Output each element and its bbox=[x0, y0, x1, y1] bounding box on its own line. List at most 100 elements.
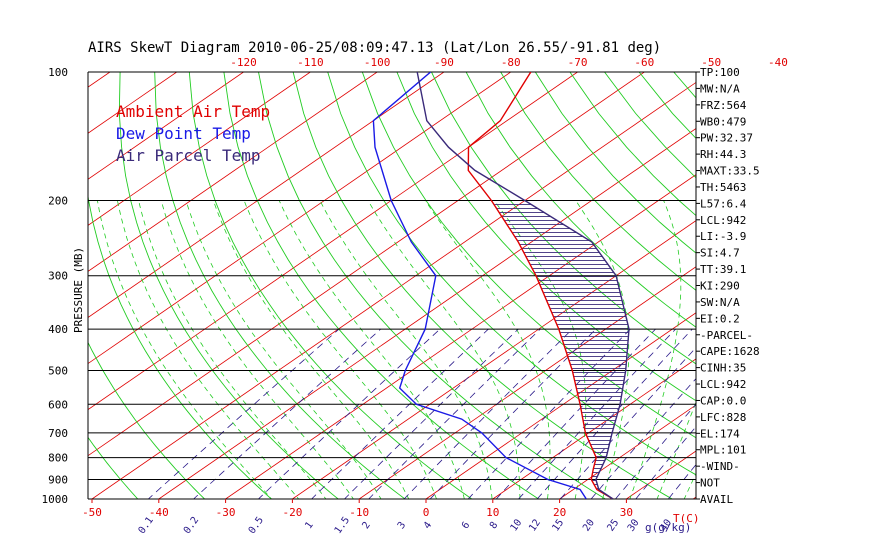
mixing-ratio-tick-label: 30 bbox=[626, 517, 642, 533]
mixing-ratio-tick-label: 3 bbox=[396, 520, 408, 531]
index-label: L57:6.4 bbox=[700, 197, 747, 210]
mixing-ratio-line bbox=[495, 328, 656, 499]
mixing-ratio-line bbox=[257, 328, 441, 499]
sounding-profiles bbox=[372, 72, 630, 499]
stability-indices-panel: TP:100 MW:N/A FRZ:564 WB0:479 PW:32.37 RH:44.… bbox=[696, 66, 760, 506]
dry-adiabat-line bbox=[396, 72, 696, 402]
isotherm-line bbox=[827, 72, 870, 499]
moist-adiabat-line bbox=[425, 200, 551, 499]
moist-adiabat-line bbox=[160, 200, 354, 499]
isotherm-line bbox=[88, 72, 645, 457]
temperature-tick-label: -20 bbox=[282, 506, 302, 519]
series-line bbox=[372, 72, 587, 499]
dry-adiabat-line bbox=[431, 72, 696, 365]
series-line bbox=[416, 72, 630, 499]
pressure-tick-label: 600 bbox=[48, 398, 68, 411]
moist-adiabat-line bbox=[319, 200, 493, 499]
temperature-tick-label: 10 bbox=[486, 506, 499, 519]
dry-adiabat-line bbox=[327, 72, 696, 476]
dry-adiabat-line bbox=[154, 72, 406, 499]
isotherm-line bbox=[88, 72, 378, 272]
temperature-tick-label: -10 bbox=[349, 506, 369, 519]
temperature-tick-label: 20 bbox=[553, 506, 566, 519]
index-label: PW:32.37 bbox=[700, 132, 753, 145]
mixing-ratio-tick-label: 25 bbox=[606, 517, 622, 533]
isotherm-line bbox=[292, 220, 696, 499]
pressure-tick-label: 1000 bbox=[42, 493, 69, 506]
index-label: FRZ:564 bbox=[700, 99, 747, 112]
index-label: CINH:35 bbox=[700, 362, 746, 375]
moist-adiabat-line bbox=[278, 200, 465, 499]
mixing-ratio-tick-label: 12 bbox=[527, 518, 543, 534]
moist-adiabat-lines bbox=[97, 200, 696, 499]
isotherm-line bbox=[559, 404, 696, 499]
temperature-top-tick-label: -70 bbox=[568, 56, 588, 69]
mixing-ratio-line bbox=[614, 403, 696, 499]
index-label: KI:290 bbox=[700, 280, 740, 293]
pressure-tick-label: 300 bbox=[48, 270, 68, 283]
mixing-ratio-tick-label: 2 bbox=[360, 520, 372, 531]
isotherm-line bbox=[225, 174, 696, 499]
mixing-ratio-line bbox=[311, 328, 489, 499]
mixing-ratio-lines bbox=[147, 328, 696, 499]
pressure-tick-label: 900 bbox=[48, 473, 68, 486]
index-label: MAXT:33.5 bbox=[700, 165, 760, 178]
index-label: TT:39.1 bbox=[700, 263, 746, 276]
dry-adiabat-line bbox=[743, 72, 870, 508]
dry-adiabat-line bbox=[534, 72, 696, 254]
temperature-top-tick-label: -100 bbox=[364, 56, 391, 69]
temperature-top-tick-label: -50 bbox=[701, 56, 721, 69]
temperature-tick-label: -30 bbox=[216, 506, 236, 519]
moist-adiabat-line bbox=[629, 200, 682, 499]
pressure-tick-label: 100 bbox=[48, 66, 68, 79]
pressure-axis: 100 200 300 400 500 600 700 800 900 1000 bbox=[42, 66, 69, 506]
cape-shading bbox=[491, 200, 629, 489]
dry-adiabat-line bbox=[847, 72, 870, 508]
isotherm-line bbox=[425, 312, 696, 499]
moist-adiabat-line bbox=[185, 200, 382, 499]
mixing-ratio-line bbox=[147, 328, 340, 499]
mixing-ratio-line bbox=[403, 328, 573, 499]
moist-adiabat-line bbox=[656, 401, 696, 499]
mixing-ratio-tick-label: 0.2 bbox=[182, 515, 201, 536]
index-label: NOT bbox=[700, 477, 720, 490]
temperature-tick-label: -50 bbox=[82, 506, 102, 519]
index-label: RH:44.3 bbox=[700, 148, 746, 161]
index-label: MW:N/A bbox=[700, 82, 740, 95]
pressure-tick-label: 500 bbox=[48, 364, 68, 377]
dry-adiabat-line bbox=[292, 72, 674, 499]
index-label: -WIND- bbox=[700, 460, 740, 473]
legend-entry: Dew Point Temp bbox=[116, 124, 251, 143]
index-label: SW:N/A bbox=[700, 296, 740, 309]
pressure-tick-label: 800 bbox=[48, 452, 68, 465]
mixing-ratio-line bbox=[368, 328, 541, 499]
dry-adiabat-line bbox=[638, 72, 696, 140]
moist-adiabat-line bbox=[213, 200, 410, 499]
temperature-top-tick-label: -40 bbox=[768, 56, 788, 69]
dry-adiabat-line bbox=[223, 72, 540, 499]
dry-adiabat-line bbox=[88, 436, 139, 499]
temperature-axis-bottom: -50 -40 -30 -20 -10 0 10 20 30 bbox=[82, 499, 633, 519]
moist-adiabat-line bbox=[683, 472, 696, 499]
mixing-ratio-tick-label: 6 bbox=[460, 520, 472, 531]
isotherm-line bbox=[492, 358, 696, 499]
moist-adiabat-line bbox=[243, 200, 437, 499]
pressure-tick-label: 700 bbox=[48, 427, 68, 440]
legend-entry: Air Parcel Temp bbox=[116, 146, 261, 165]
dry-adiabat-line bbox=[812, 72, 870, 508]
index-label: -PARCEL- bbox=[700, 329, 753, 342]
mixing-ratio-line bbox=[467, 328, 631, 499]
index-label: TH:5463 bbox=[700, 181, 746, 194]
dry-adiabat-lines bbox=[88, 72, 870, 508]
isotherm-line bbox=[88, 72, 511, 365]
mixing-ratio-line bbox=[635, 426, 696, 499]
index-label: CAP:0.0 bbox=[700, 394, 746, 407]
dry-adiabat-line bbox=[500, 72, 696, 291]
index-label: CAPE:1628 bbox=[700, 345, 760, 358]
moist-adiabat-line bbox=[367, 200, 521, 499]
index-label: TP:100 bbox=[700, 66, 740, 79]
mixing-ratio-line bbox=[517, 328, 676, 499]
dry-adiabat-line bbox=[361, 72, 696, 439]
y-axis-label: PRESSURE (MB) bbox=[72, 247, 85, 333]
